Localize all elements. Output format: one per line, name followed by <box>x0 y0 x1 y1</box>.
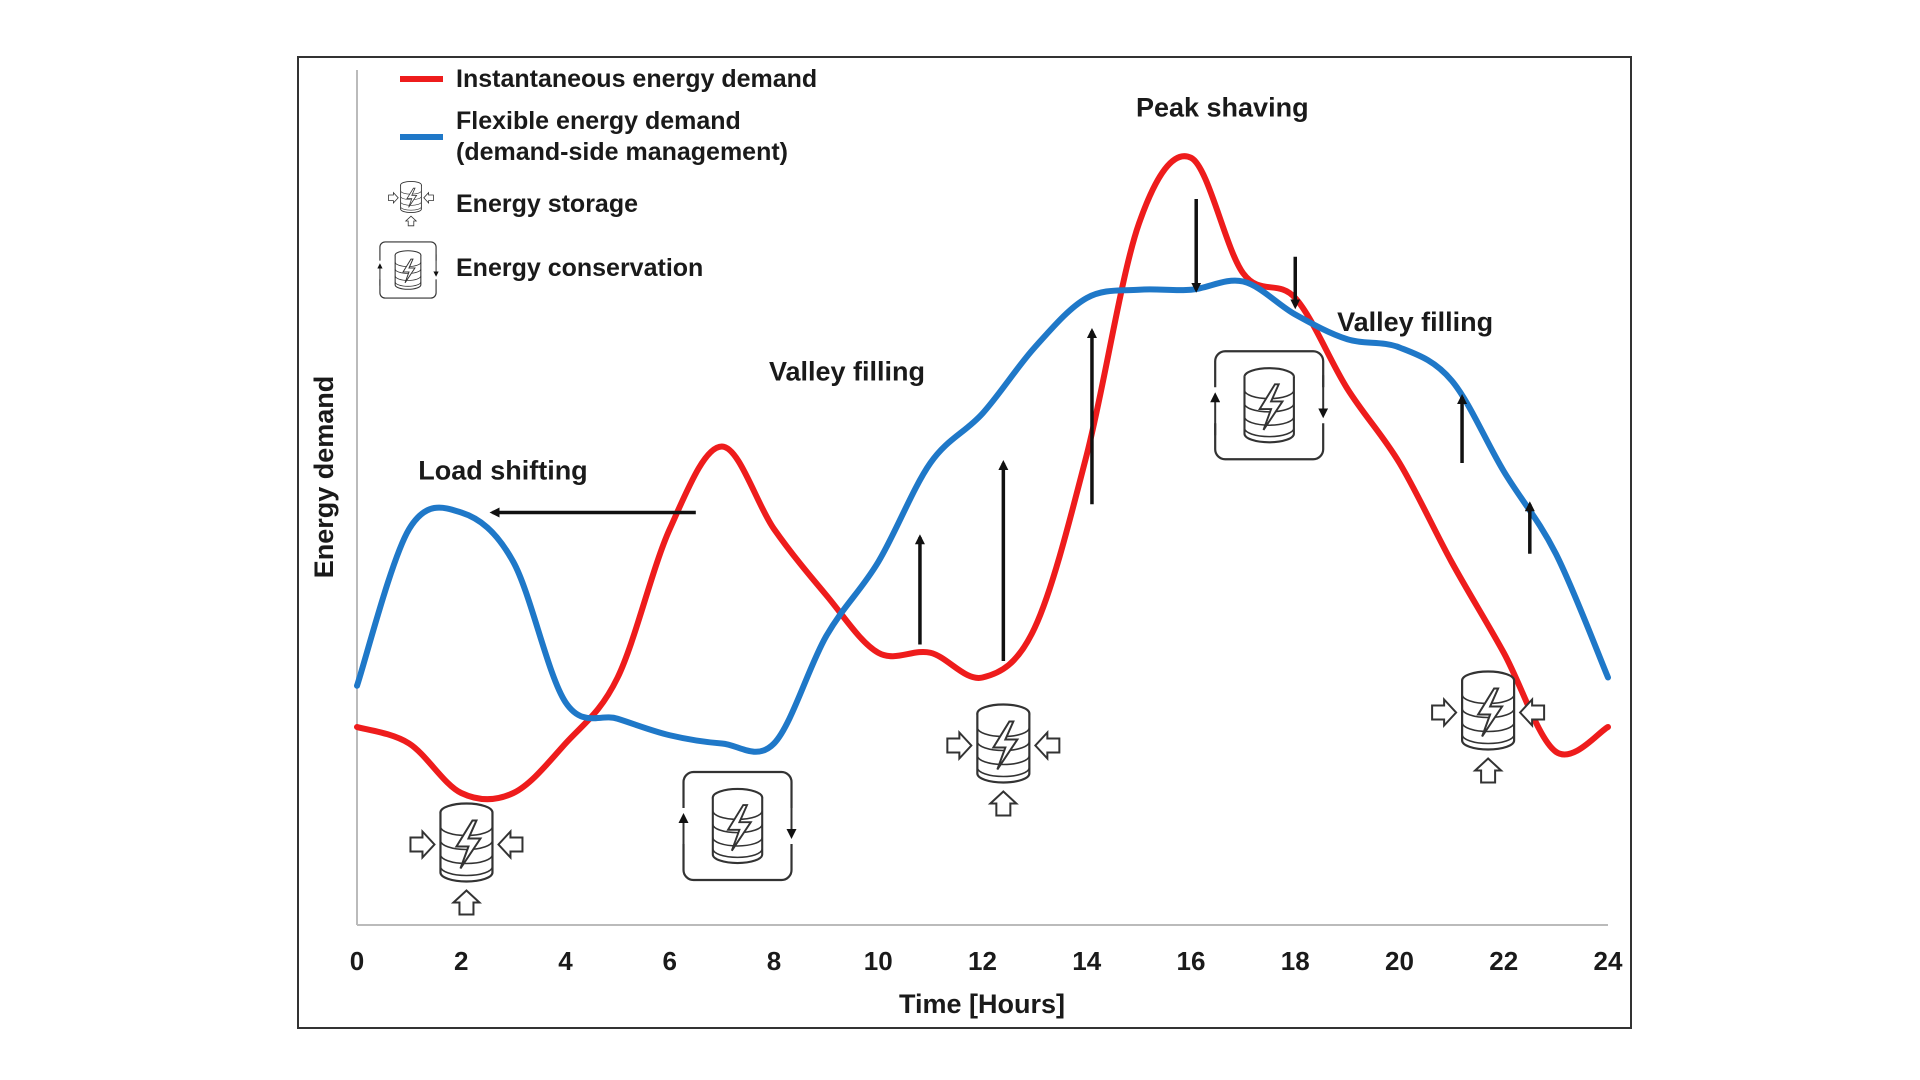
series-line-flexible <box>354 277 1611 755</box>
energy-conservation-icon <box>1207 351 1331 459</box>
legend-label-flexible: Flexible energy demand (demand-side mana… <box>456 107 788 166</box>
legend: Instantaneous energy demand Flexible ene… <box>376 65 817 298</box>
legend-label-flexible-line1: Flexible energy demand <box>456 107 741 135</box>
legend-label-energy-conservation: Energy conservation <box>456 254 703 282</box>
x-tick-label: 10 <box>864 946 893 976</box>
legend-energy-conservation-icon <box>376 242 440 298</box>
x-tick-label: 2 <box>454 946 468 976</box>
legend-label-energy-storage: Energy storage <box>456 190 638 218</box>
energy-storage-icon <box>1432 672 1544 783</box>
energy-conservation-icon <box>676 772 800 880</box>
x-tick-label: 14 <box>1072 946 1101 976</box>
legend-energy-storage-icon <box>389 181 434 225</box>
x-tick-label: 6 <box>663 946 677 976</box>
x-tick-label: 22 <box>1489 946 1518 976</box>
annotation-label: Peak shaving <box>1136 93 1309 123</box>
annotation-label: Valley filling <box>1337 307 1493 337</box>
chart-icons <box>410 351 1544 914</box>
x-tick-label: 0 <box>350 946 364 976</box>
annotation-arrows <box>489 199 1535 661</box>
x-tick-label: 4 <box>558 946 573 976</box>
energy-storage-icon <box>410 804 522 915</box>
x-axis-label: Time [Hours] <box>899 989 1065 1019</box>
legend-label-flexible-line2: (demand-side management) <box>456 138 788 166</box>
x-tick-labels: 0 2 4 6 8 10 12 14 16 18 20 22 24 <box>350 946 1623 976</box>
y-axis-label: Energy demand <box>309 376 339 579</box>
series-lines <box>354 153 1611 803</box>
chart-frame <box>297 56 1632 1029</box>
x-tick-label: 12 <box>968 946 997 976</box>
series-line-instantaneous <box>354 153 1611 803</box>
x-tick-label: 8 <box>767 946 781 976</box>
x-tick-label: 18 <box>1281 946 1310 976</box>
annotation-label: Load shifting <box>418 456 587 486</box>
x-tick-label: 16 <box>1177 946 1206 976</box>
annotation-label: Valley filling <box>769 357 925 387</box>
legend-label-instantaneous: Instantaneous energy demand <box>456 65 817 93</box>
annotation-labels: Peak shaving Valley filling Valley filling… <box>418 93 1493 486</box>
x-tick-label: 20 <box>1385 946 1414 976</box>
energy-storage-icon <box>947 705 1059 816</box>
x-tick-label: 24 <box>1594 946 1623 976</box>
